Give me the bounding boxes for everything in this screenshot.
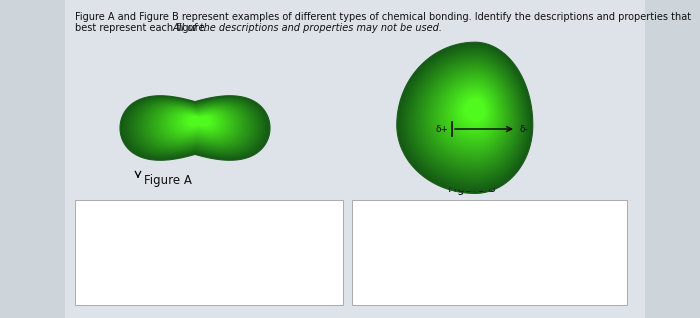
PathPatch shape [407,51,526,183]
PathPatch shape [414,56,521,175]
PathPatch shape [402,46,529,188]
PathPatch shape [453,89,494,134]
PathPatch shape [398,44,531,191]
PathPatch shape [122,96,269,159]
PathPatch shape [134,100,258,153]
PathPatch shape [185,115,214,128]
Bar [75,200,343,305]
Text: All of the descriptions and properties may not be used.: All of the descriptions and properties m… [173,23,443,33]
PathPatch shape [463,97,486,123]
PathPatch shape [171,111,225,135]
Text: Figure A and Figure B represent examples of different types of chemical bonding.: Figure A and Figure B represent examples… [75,12,691,22]
PathPatch shape [449,86,496,137]
PathPatch shape [150,105,243,145]
PathPatch shape [167,110,228,136]
PathPatch shape [458,93,490,128]
PathPatch shape [132,99,260,154]
PathPatch shape [424,65,514,164]
PathPatch shape [419,60,517,170]
PathPatch shape [176,113,221,132]
PathPatch shape [436,74,505,152]
PathPatch shape [441,79,502,147]
PathPatch shape [120,96,270,160]
PathPatch shape [186,116,212,127]
PathPatch shape [188,116,211,126]
PathPatch shape [439,77,503,148]
PathPatch shape [465,99,485,121]
PathPatch shape [174,112,223,133]
PathPatch shape [127,98,264,157]
PathPatch shape [410,53,523,179]
PathPatch shape [183,115,215,128]
PathPatch shape [400,45,531,190]
PathPatch shape [415,58,519,174]
PathPatch shape [166,110,230,137]
PathPatch shape [417,59,519,172]
PathPatch shape [178,113,219,131]
PathPatch shape [429,69,510,159]
PathPatch shape [405,49,527,184]
PathPatch shape [162,109,233,139]
PathPatch shape [430,70,509,157]
PathPatch shape [438,76,504,150]
PathPatch shape [461,96,487,125]
PathPatch shape [130,99,261,155]
PathPatch shape [135,100,257,153]
PathPatch shape [454,90,492,132]
PathPatch shape [139,101,253,151]
PathPatch shape [129,98,262,156]
PathPatch shape [434,73,507,154]
Text: Figure A: Figure A [144,174,192,187]
PathPatch shape [433,72,508,156]
PathPatch shape [144,103,249,148]
PathPatch shape [164,109,231,138]
PathPatch shape [427,67,511,161]
PathPatch shape [181,114,216,129]
PathPatch shape [442,80,500,145]
PathPatch shape [409,52,524,181]
PathPatch shape [412,55,522,177]
Text: Figure B: Figure B [448,182,496,195]
PathPatch shape [146,103,248,148]
PathPatch shape [451,87,494,135]
PathPatch shape [421,62,516,168]
PathPatch shape [404,48,528,186]
PathPatch shape [153,106,241,144]
PathPatch shape [446,83,498,141]
PathPatch shape [422,63,515,166]
PathPatch shape [161,108,234,140]
Bar [352,200,627,305]
PathPatch shape [169,111,227,135]
PathPatch shape [426,66,512,163]
PathPatch shape [444,82,499,143]
PathPatch shape [149,105,245,146]
Bar [65,0,645,318]
PathPatch shape [154,106,240,143]
PathPatch shape [125,97,265,158]
PathPatch shape [456,92,491,130]
PathPatch shape [459,94,489,127]
PathPatch shape [447,84,497,139]
PathPatch shape [158,107,237,142]
PathPatch shape [173,112,224,134]
PathPatch shape [179,114,218,130]
PathPatch shape [142,102,251,149]
PathPatch shape [397,42,533,193]
Text: best represent each figure.: best represent each figure. [75,23,211,33]
Text: δ-: δ- [520,125,528,134]
PathPatch shape [147,104,246,147]
PathPatch shape [159,107,236,141]
Text: δ+: δ+ [435,125,448,134]
PathPatch shape [155,107,239,142]
PathPatch shape [137,101,255,152]
PathPatch shape [141,102,252,150]
PathPatch shape [123,97,267,159]
